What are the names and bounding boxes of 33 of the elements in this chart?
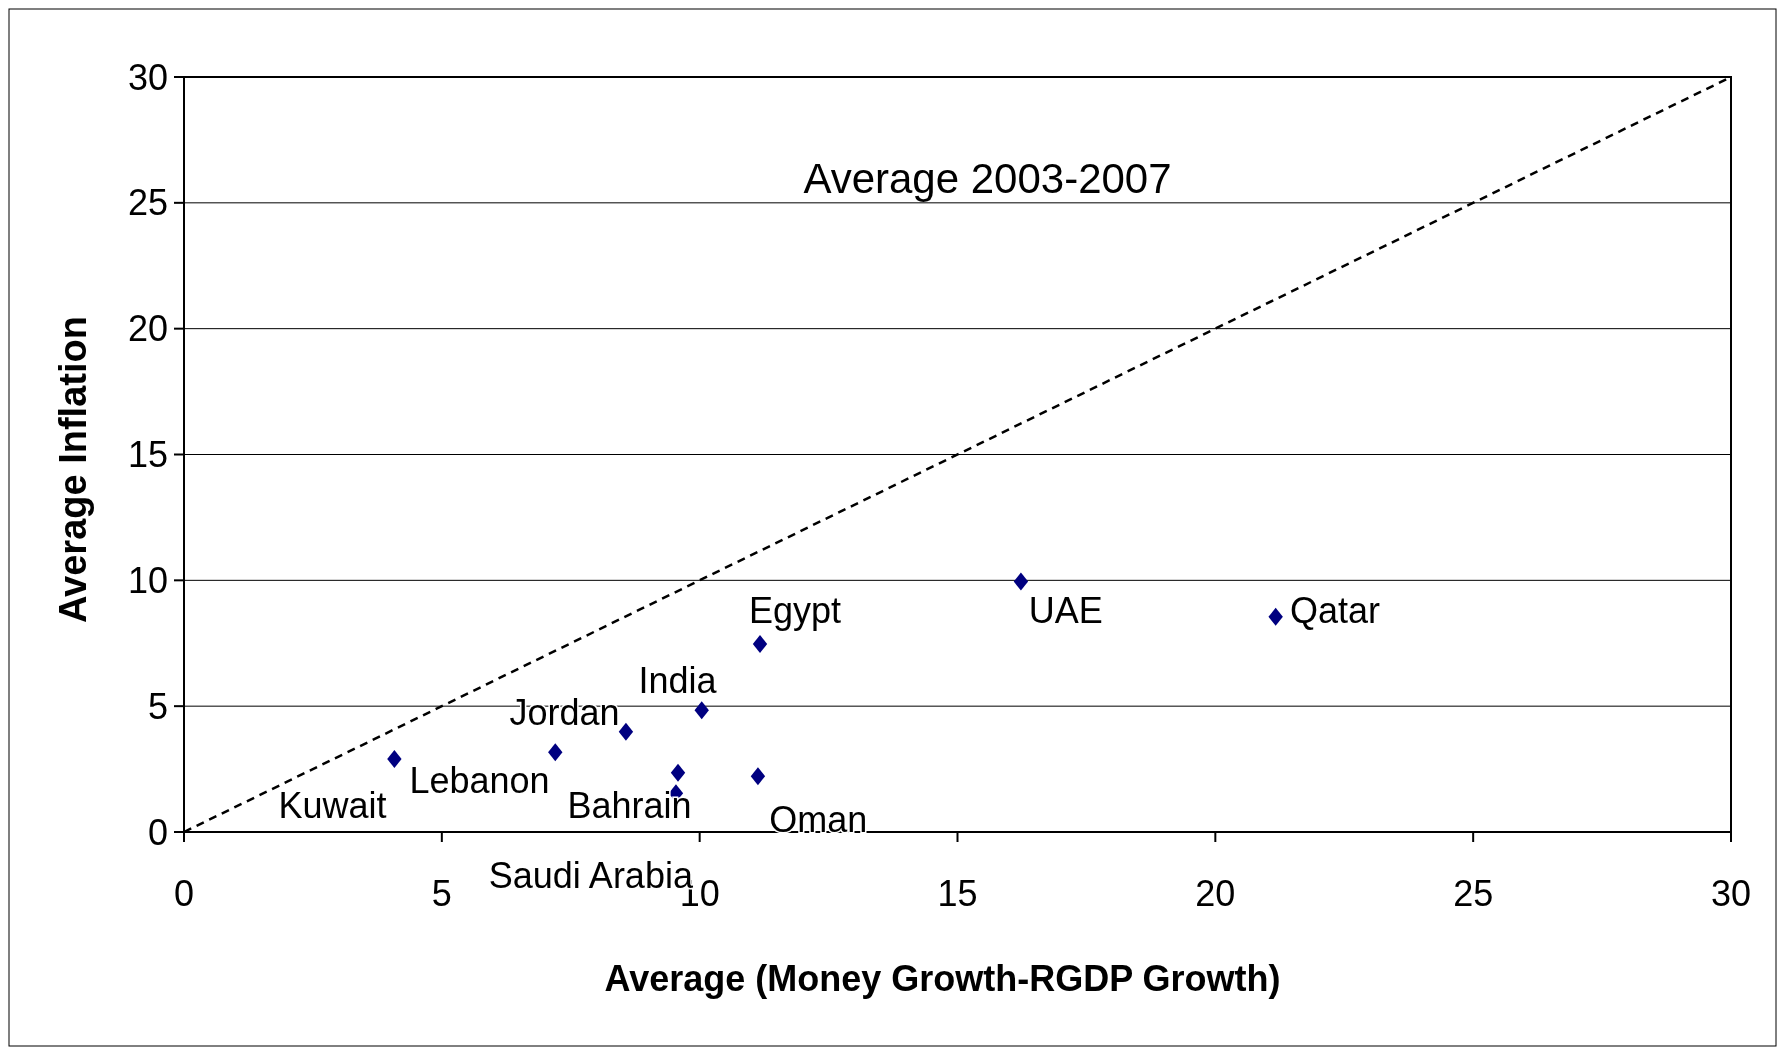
point — [548, 743, 563, 762]
point — [387, 750, 402, 769]
annotation: UAE — [1028, 590, 1103, 632]
y-tick-label: 25 — [127, 182, 168, 224]
y-tick-label: 20 — [127, 308, 168, 350]
text: Average 2003-2007 — [803, 155, 1172, 202]
annotation: Oman — [769, 799, 868, 841]
x-tick-label: 25 — [1453, 873, 1494, 914]
annotation: Kuwait — [278, 785, 387, 827]
point — [1268, 607, 1283, 626]
annotation: India — [638, 659, 718, 701]
annotation: Qatar — [1289, 590, 1380, 632]
point — [752, 635, 768, 654]
y-tick-label: 0 — [147, 811, 168, 853]
y-tick-label: 10 — [127, 559, 168, 601]
annotation: Bahrain — [567, 785, 692, 827]
x-tick-label: 30 — [1710, 873, 1752, 914]
annotation: Egypt — [749, 590, 842, 632]
x-axis-title: Average (Money Growth-RGDP Growth) — [604, 958, 1281, 999]
x-tick-label: 5 — [431, 873, 452, 914]
x-tick-label: 15 — [937, 873, 978, 914]
y-tick-label: 30 — [127, 56, 168, 98]
y-tick-label: 5 — [147, 685, 168, 727]
point — [670, 763, 686, 782]
y-tick-label: 15 — [127, 434, 168, 475]
point — [694, 701, 709, 720]
annotation: Lebanon — [409, 760, 550, 802]
point — [750, 767, 766, 786]
x-tick-label: 0 — [173, 873, 195, 914]
x-tick-label: 20 — [1195, 873, 1236, 914]
point — [618, 722, 634, 741]
point — [1013, 572, 1029, 591]
y-axis-title: Average Inflation — [52, 316, 94, 623]
